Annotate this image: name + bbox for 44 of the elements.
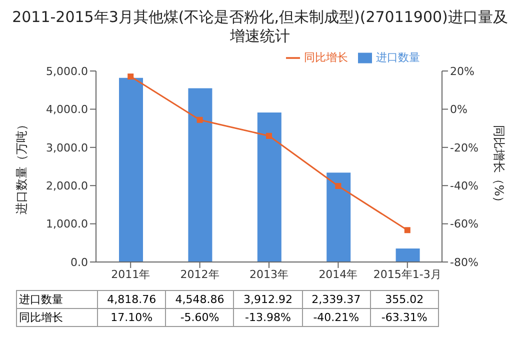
y-tick-label: 2,000.0	[46, 180, 88, 193]
y2-axis-title: 同比增长（%）	[492, 124, 506, 208]
legend-label: 同比增长	[304, 51, 348, 64]
x-tick-label: 2015年1-3月	[373, 268, 442, 281]
data-label: -40.21%	[302, 308, 370, 326]
data-label: 355.02	[370, 290, 438, 308]
text: 进口数量	[19, 293, 63, 306]
y2-tick-label: -40%	[450, 180, 478, 193]
data-label: 4,818.76	[98, 290, 166, 308]
legend-label: 进口数量	[376, 51, 420, 64]
y2-tick-label: -60%	[450, 218, 478, 231]
bar	[326, 172, 351, 262]
x-tick-label: 2011年	[111, 268, 150, 281]
data-label: -63.31%	[370, 308, 438, 326]
x-tick-label: 2013年	[250, 268, 288, 281]
data-label: 3,912.92	[234, 290, 302, 308]
bar	[257, 112, 282, 262]
point	[128, 74, 134, 80]
text: 同比增长	[19, 311, 63, 324]
data-label: -5.60%	[166, 308, 234, 326]
x-tick-label: 2012年	[180, 268, 220, 281]
bar	[188, 88, 212, 262]
data-label: 4,548.86	[166, 290, 234, 308]
point	[266, 132, 272, 139]
y2-tick-label: 20%	[450, 64, 474, 78]
y2-tick-label: -20%	[450, 141, 478, 154]
y2-tick-label: -80%	[450, 256, 478, 269]
x-tick-label: 2014年	[318, 268, 358, 281]
y-tick-label: 0.0	[70, 256, 88, 269]
y-axis-title: 进口数量（万吨）	[14, 118, 28, 214]
bar	[119, 78, 143, 262]
y-tick-label: 5,000.0	[46, 64, 88, 78]
chart-title: 2011-2015年3月其他煤(不论是否粉化,但未制成型)(27011900)进口量及增速统计	[11, 8, 509, 46]
data-label: 2,339.37	[302, 290, 370, 308]
y2-tick-label: 0%	[450, 103, 468, 116]
data-label: -13.98%	[234, 308, 302, 326]
data-label: 17.10%	[98, 308, 166, 326]
point	[335, 183, 342, 189]
point	[196, 116, 203, 123]
y-tick-label: 1,000.0	[46, 218, 88, 231]
y-tick-label: 4,000.0	[46, 103, 88, 116]
point	[404, 227, 410, 234]
y-tick-label: 3,000.0	[46, 141, 88, 154]
bar	[396, 248, 420, 262]
